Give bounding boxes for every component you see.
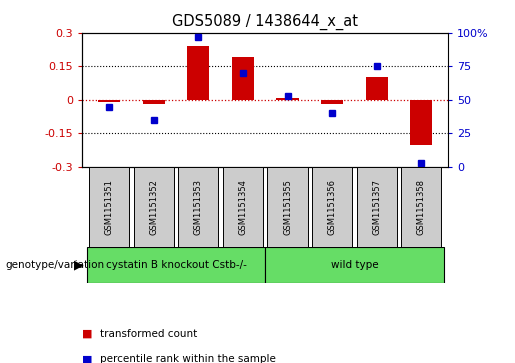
Text: ■: ■: [82, 329, 93, 339]
Text: percentile rank within the sample: percentile rank within the sample: [100, 354, 277, 363]
FancyBboxPatch shape: [265, 247, 443, 283]
Bar: [277, 98, 299, 100]
Bar: [187, 46, 210, 100]
FancyBboxPatch shape: [267, 167, 307, 247]
FancyBboxPatch shape: [178, 167, 218, 247]
Bar: [410, 100, 433, 144]
Text: GSM1151358: GSM1151358: [417, 179, 426, 235]
FancyBboxPatch shape: [223, 167, 263, 247]
Text: transformed count: transformed count: [100, 329, 198, 339]
Text: GSM1151355: GSM1151355: [283, 179, 292, 235]
FancyBboxPatch shape: [87, 247, 265, 283]
Bar: [98, 100, 121, 102]
Bar: [321, 100, 344, 104]
Text: GSM1151356: GSM1151356: [328, 179, 337, 235]
Text: ■: ■: [82, 354, 93, 363]
Bar: [232, 57, 254, 100]
Text: GSM1151354: GSM1151354: [238, 179, 247, 235]
Text: wild type: wild type: [331, 260, 378, 270]
FancyBboxPatch shape: [89, 167, 129, 247]
Text: cystatin B knockout Cstb-/-: cystatin B knockout Cstb-/-: [106, 260, 247, 270]
Bar: [143, 100, 165, 104]
Text: GSM1151353: GSM1151353: [194, 179, 203, 235]
FancyBboxPatch shape: [356, 167, 397, 247]
FancyBboxPatch shape: [134, 167, 174, 247]
Text: GSM1151351: GSM1151351: [105, 179, 114, 235]
Text: ▶: ▶: [74, 258, 83, 272]
Text: GSM1151352: GSM1151352: [149, 179, 158, 235]
Title: GDS5089 / 1438644_x_at: GDS5089 / 1438644_x_at: [172, 14, 358, 30]
Text: genotype/variation: genotype/variation: [5, 260, 104, 270]
FancyBboxPatch shape: [401, 167, 441, 247]
Text: GSM1151357: GSM1151357: [372, 179, 381, 235]
Bar: [366, 77, 388, 100]
FancyBboxPatch shape: [312, 167, 352, 247]
